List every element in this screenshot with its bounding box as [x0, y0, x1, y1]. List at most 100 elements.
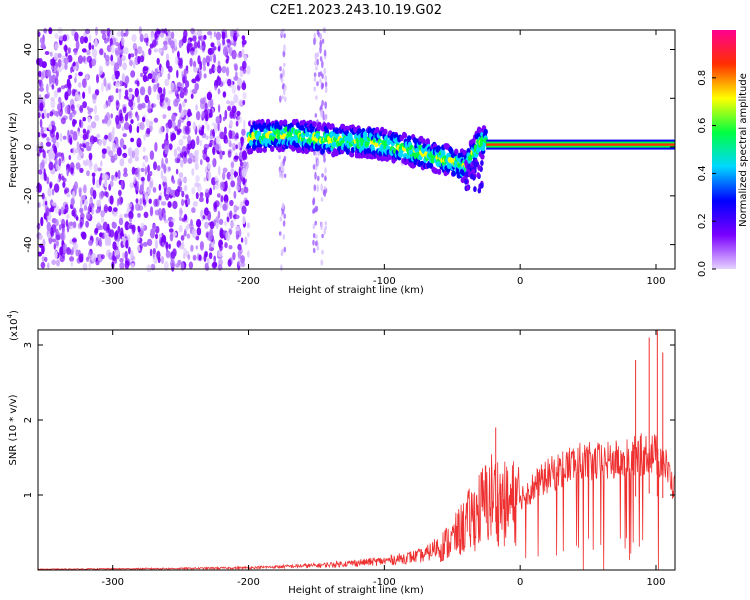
noise-blob	[198, 254, 202, 261]
noise-blob	[244, 199, 250, 207]
noise-blob	[136, 125, 140, 134]
noise-blob	[194, 156, 198, 162]
noise-blob	[79, 167, 84, 173]
noise-blob	[86, 49, 91, 56]
spectrogram-x-axis: -300 -200 -100 0 100	[101, 30, 666, 287]
noise-blob	[144, 33, 149, 39]
noise-blob	[96, 199, 100, 207]
noise-blob	[58, 96, 62, 104]
noise-blob	[193, 66, 198, 73]
noise-blob	[279, 95, 282, 103]
noise-blob	[160, 66, 164, 75]
noise-blob	[282, 220, 286, 227]
noise-blob	[39, 118, 43, 128]
noise-blob	[176, 69, 179, 79]
noise-blob	[182, 177, 187, 183]
noise-blob	[219, 81, 224, 87]
noise-blob	[118, 109, 123, 119]
signal-blob	[350, 147, 355, 153]
signal-blob	[469, 173, 474, 180]
spectrogram-noise	[35, 26, 328, 273]
noise-blob	[96, 254, 100, 260]
noise-blob	[149, 43, 154, 49]
noise-blob	[62, 34, 68, 42]
noise-blob	[137, 245, 141, 252]
noise-blob	[199, 70, 202, 80]
noise-blob	[181, 198, 185, 207]
noise-blob	[110, 155, 116, 163]
noise-blob	[76, 141, 80, 151]
noise-blob	[202, 215, 206, 220]
noise-blob	[92, 189, 97, 200]
noise-blob	[200, 100, 205, 110]
noise-blob	[151, 103, 154, 109]
noise-blob	[105, 59, 110, 67]
noise-blob	[45, 207, 50, 217]
noise-blob	[119, 80, 123, 87]
noise-blob	[61, 234, 65, 240]
noise-blob	[74, 91, 79, 101]
noise-blob	[161, 241, 165, 248]
noise-blob	[99, 232, 103, 238]
noise-blob	[97, 167, 102, 172]
snr-x-label: Height of straight line (km)	[288, 585, 424, 596]
noise-blob	[177, 178, 183, 187]
noise-blob	[105, 191, 109, 198]
noise-blob	[139, 122, 145, 131]
noise-blob	[241, 167, 247, 178]
noise-blob	[281, 248, 284, 256]
noise-blob	[204, 221, 209, 229]
signal-blob	[330, 123, 335, 130]
y-tick-label: 20	[23, 92, 34, 105]
noise-blob	[154, 142, 158, 152]
noise-blob	[174, 55, 179, 65]
noise-blob	[312, 233, 316, 239]
noise-blob	[316, 159, 320, 167]
y-tick-label: 0	[23, 144, 34, 150]
noise-blob	[179, 91, 185, 99]
noise-blob	[44, 200, 48, 206]
y-tick-label: 2	[23, 417, 34, 423]
noise-blob	[38, 94, 42, 101]
noise-blob	[164, 78, 170, 87]
noise-blob	[240, 261, 246, 268]
noise-blob	[216, 193, 221, 198]
noise-blob	[44, 256, 48, 263]
noise-blob	[143, 199, 147, 205]
noise-blob	[239, 70, 244, 78]
spectrogram-y-axis: -40 -20 0 20 40	[23, 43, 675, 253]
noise-blob	[212, 147, 215, 154]
noise-blob	[179, 207, 183, 217]
noise-blob	[153, 198, 158, 207]
noise-blob	[92, 93, 97, 100]
noise-blob	[118, 189, 122, 197]
noise-blob	[226, 66, 230, 77]
noise-blob	[196, 135, 200, 146]
noise-blob	[168, 166, 171, 172]
noise-blob	[319, 32, 323, 39]
noise-blob	[194, 82, 199, 91]
noise-blob	[280, 161, 284, 170]
noise-blob	[209, 187, 213, 196]
noise-blob	[229, 175, 234, 181]
noise-blob	[47, 187, 52, 197]
noise-blob	[203, 73, 207, 79]
noise-blob	[230, 161, 235, 169]
noise-blob	[230, 180, 236, 188]
noise-blob	[222, 46, 228, 56]
noise-blob	[124, 122, 130, 130]
noise-blob	[323, 156, 326, 163]
noise-blob	[207, 31, 213, 36]
noise-blob	[67, 82, 72, 90]
noise-blob	[196, 29, 203, 37]
noise-blob	[111, 74, 116, 81]
noise-blob	[202, 57, 206, 67]
noise-blob	[170, 82, 175, 91]
noise-blob	[165, 157, 169, 164]
noise-blob	[129, 53, 135, 58]
noise-blob	[233, 76, 239, 81]
noise-blob	[62, 243, 67, 251]
noise-blob	[53, 183, 60, 193]
noise-blob	[68, 155, 72, 160]
noise-blob	[315, 66, 318, 71]
